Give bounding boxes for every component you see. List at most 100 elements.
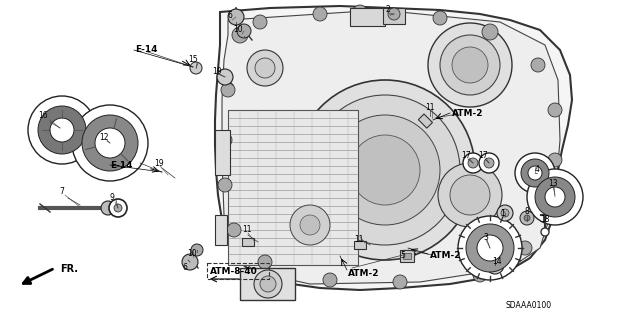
Circle shape [253,15,267,29]
Circle shape [463,153,483,173]
Text: 13: 13 [548,179,558,188]
Text: ATM-2: ATM-2 [452,108,483,117]
Circle shape [433,11,447,25]
Circle shape [468,158,478,168]
Circle shape [538,203,552,217]
Circle shape [438,163,502,227]
Circle shape [260,276,276,292]
Circle shape [310,95,460,245]
Circle shape [527,169,583,225]
Circle shape [491,261,499,269]
Bar [354,241,366,249]
Circle shape [258,255,272,269]
Circle shape [50,118,74,142]
Circle shape [473,268,487,282]
Circle shape [247,50,283,86]
Circle shape [450,175,490,215]
Text: 11: 11 [425,102,435,112]
Bar [419,114,433,128]
Circle shape [531,58,545,72]
Bar [207,263,269,279]
Circle shape [535,177,575,217]
Circle shape [518,241,532,255]
Text: 17: 17 [478,152,488,160]
Text: 12: 12 [99,133,109,143]
Text: 2: 2 [386,5,390,14]
Circle shape [109,199,127,217]
Circle shape [290,205,330,245]
Circle shape [28,96,96,164]
Text: 19: 19 [212,68,222,77]
Circle shape [330,115,440,225]
Circle shape [548,153,562,167]
Circle shape [95,128,125,158]
Text: 7: 7 [60,187,65,196]
Text: 18: 18 [540,216,550,225]
Text: 4: 4 [534,166,540,174]
Text: FR.: FR. [60,264,78,274]
Circle shape [497,205,513,221]
Text: 9: 9 [109,194,115,203]
Circle shape [228,9,244,25]
Text: 19: 19 [154,159,164,167]
Text: 1: 1 [500,209,506,218]
Text: 3: 3 [484,233,488,241]
Circle shape [466,224,514,272]
Circle shape [521,159,549,187]
Circle shape [72,105,148,181]
Circle shape [548,103,562,117]
Circle shape [484,158,494,168]
Circle shape [501,209,509,217]
Bar [228,110,358,265]
Circle shape [545,187,565,207]
Text: 11: 11 [355,234,364,243]
Text: 16: 16 [38,112,48,121]
Text: 5: 5 [401,250,405,259]
Text: 11: 11 [243,226,252,234]
Text: 10: 10 [233,26,243,34]
Bar [242,238,254,246]
Text: 17: 17 [461,152,471,160]
Bar [403,253,411,259]
Text: 15: 15 [188,56,198,64]
Circle shape [541,228,549,236]
Circle shape [237,24,251,38]
Text: ATM-8-40: ATM-8-40 [210,266,258,276]
Circle shape [190,62,202,74]
Circle shape [528,166,542,180]
Bar [240,268,295,300]
Circle shape [515,153,555,193]
Circle shape [313,7,327,21]
Circle shape [295,80,475,260]
Circle shape [520,211,534,225]
Circle shape [218,133,232,147]
Circle shape [477,235,503,261]
Bar [215,215,227,245]
Circle shape [221,83,235,97]
Circle shape [191,244,203,256]
Circle shape [482,24,498,40]
Circle shape [524,215,530,221]
Circle shape [217,69,233,85]
Circle shape [38,106,86,154]
Circle shape [232,27,248,43]
Polygon shape [215,6,572,290]
Text: 10: 10 [187,249,197,258]
Text: ATM-2: ATM-2 [348,269,380,278]
Text: ATM-2: ATM-2 [430,251,461,261]
Text: 8: 8 [525,207,529,217]
Bar [350,8,385,26]
Circle shape [300,215,320,235]
Text: E-14: E-14 [135,46,157,55]
Bar [383,8,405,24]
Circle shape [428,23,512,107]
Text: E-14: E-14 [110,160,132,169]
Circle shape [218,178,232,192]
Text: 6: 6 [228,11,232,20]
Circle shape [479,153,499,173]
Text: 14: 14 [492,256,502,265]
Text: SDAAA0100: SDAAA0100 [505,300,551,309]
Circle shape [182,254,198,270]
Circle shape [101,201,115,215]
Circle shape [227,223,241,237]
